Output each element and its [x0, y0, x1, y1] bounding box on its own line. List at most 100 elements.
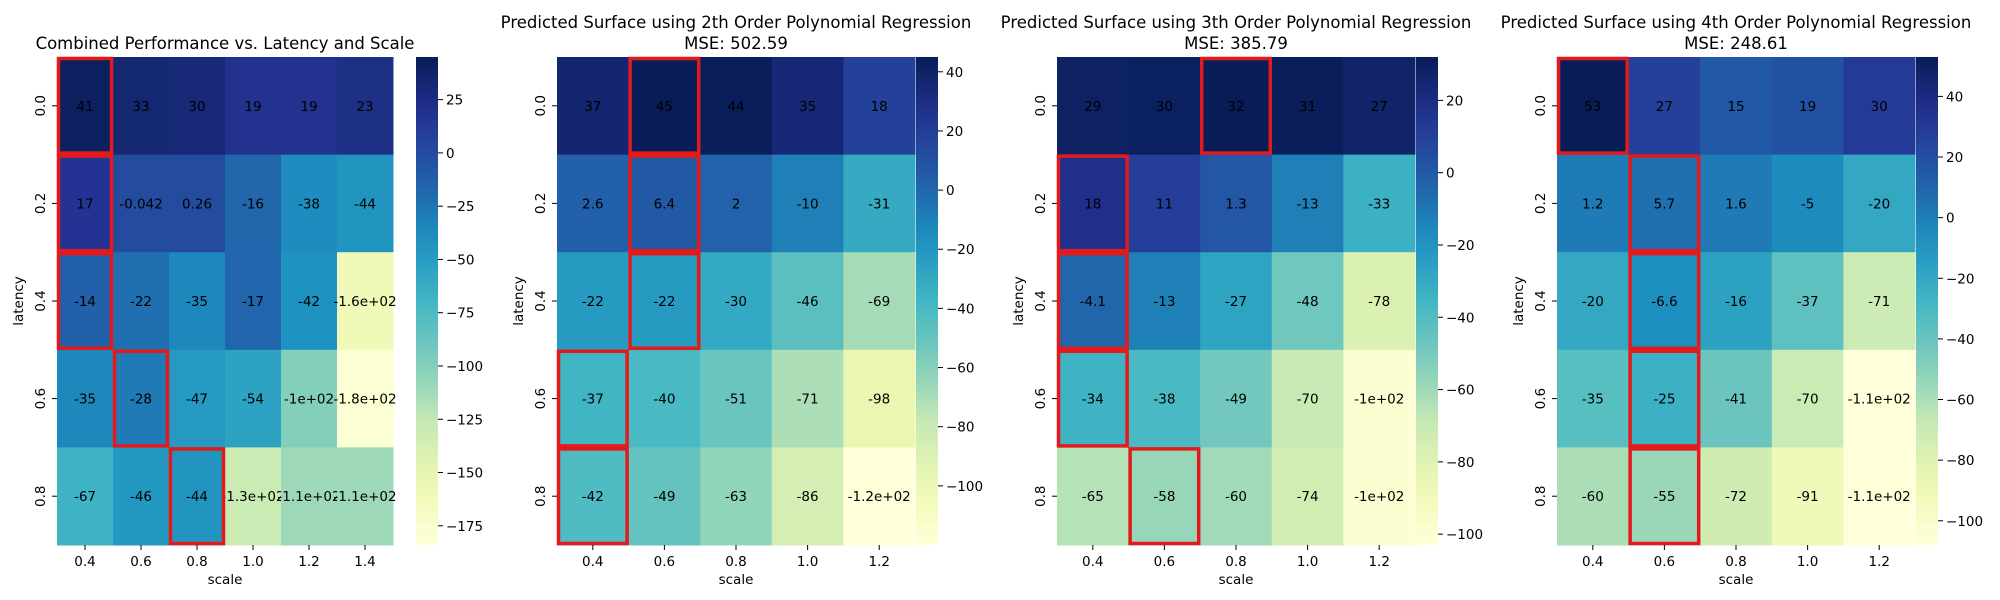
cell-label: 11 — [1156, 196, 1173, 212]
colorbar-tick-label: −100 — [446, 359, 483, 375]
cell-label: -0.042 — [119, 196, 163, 212]
heatmap-cell — [1200, 252, 1273, 351]
colorbar-tick-label: −100 — [1446, 527, 1483, 543]
x-axis-label: scale — [1719, 572, 1754, 588]
colorbar-tick-label: −50 — [446, 252, 475, 268]
cell-label: -20 — [1582, 294, 1604, 310]
heatmap-cell — [843, 57, 916, 156]
cell-label: -1.1e+02 — [277, 489, 340, 505]
colorbar-tick-label: −60 — [1446, 383, 1475, 399]
y-tick-label: 0.2 — [33, 193, 49, 214]
heatmap-cell — [1343, 154, 1416, 253]
cell-label: -1e+02 — [1354, 392, 1404, 408]
heatmap-cell — [1700, 447, 1773, 546]
heatmap-cell — [1200, 154, 1273, 253]
heatmap-cell — [169, 57, 226, 156]
heatmap-cell — [225, 349, 282, 448]
heatmap-cell — [1343, 447, 1416, 546]
heatmap-cell — [1271, 447, 1344, 546]
colorbar — [416, 57, 438, 545]
colorbar-tick-label: −40 — [946, 301, 975, 317]
heatmap-cell — [1628, 57, 1701, 156]
y-tick-label: 0.0 — [33, 95, 49, 116]
heatmap-cell — [628, 57, 701, 156]
cell-label: -40 — [653, 392, 675, 408]
heatmap-cell — [700, 252, 773, 351]
cell-label: 5.7 — [1654, 196, 1675, 212]
colorbar-tick-label: 20 — [946, 124, 963, 140]
heatmap-cell — [1343, 57, 1416, 156]
y-axis-label: latency — [11, 276, 27, 326]
heatmap-cell — [843, 154, 916, 253]
colorbar-tick-label: −20 — [946, 242, 975, 258]
highlight-box — [628, 251, 701, 351]
heatmap-cell — [1700, 57, 1773, 156]
heatmap-cell — [1700, 252, 1773, 351]
x-tick-label: 0.6 — [654, 554, 675, 570]
heatmap-cell — [628, 447, 701, 546]
heatmap-cell — [628, 252, 701, 351]
x-tick-label: 0.8 — [1225, 554, 1246, 570]
cell-label: -1.2e+02 — [848, 489, 911, 505]
heatmap-cell — [225, 252, 282, 351]
cell-label: 29 — [1084, 99, 1101, 115]
highlight-box — [1056, 251, 1129, 351]
colorbar — [916, 57, 938, 545]
colorbar-tick-label: −100 — [946, 479, 983, 495]
cell-label: -69 — [868, 294, 890, 310]
heatmap-cell — [1628, 447, 1701, 546]
y-tick-label: 0.4 — [1033, 290, 1049, 311]
heatmap-cell — [1771, 349, 1844, 448]
panel-subtitle: MSE: 502.59 — [684, 34, 788, 53]
cell-label: -5 — [1801, 196, 1814, 212]
cell-label: 30 — [188, 99, 205, 115]
heatmap-cell — [1843, 154, 1916, 253]
cell-label: -55 — [1653, 489, 1675, 505]
highlight-box — [628, 154, 701, 253]
cell-label: -31 — [868, 196, 890, 212]
heatmap-cell — [1771, 252, 1844, 351]
cell-label: -70 — [1297, 392, 1319, 408]
heatmap-cell — [1343, 349, 1416, 448]
heatmap-cell — [1343, 252, 1416, 351]
cell-label: -86 — [797, 489, 819, 505]
highlight-box — [56, 154, 114, 253]
x-tick-label: 0.6 — [1154, 554, 1175, 570]
cell-label: -42 — [298, 294, 320, 310]
cell-label: 18 — [1084, 196, 1101, 212]
cell-label: 19 — [244, 99, 261, 115]
highlight-box — [56, 56, 114, 155]
x-tick-label: 0.4 — [74, 554, 95, 570]
heatmap-cell — [1200, 447, 1273, 546]
cell-label: -78 — [1368, 294, 1390, 310]
heatmap-cell — [843, 252, 916, 351]
highlight-box — [1628, 349, 1701, 448]
highlight-box — [1628, 447, 1701, 546]
cell-label: -10 — [797, 196, 819, 212]
cell-label: 15 — [1727, 99, 1744, 115]
heatmap-cell — [337, 349, 394, 448]
colorbar-tick-label: −40 — [1446, 310, 1475, 326]
heatmap-cell — [1557, 252, 1630, 351]
heatmap-cell — [557, 349, 630, 448]
heatmap-cell — [281, 154, 338, 253]
heatmap-cell — [1271, 57, 1344, 156]
cell-label: -1.6e+02 — [333, 294, 396, 310]
heatmap-cell — [1557, 57, 1630, 156]
y-tick-label: 0.0 — [1533, 95, 1549, 116]
cell-label: 2 — [732, 196, 741, 212]
cell-label: 6.4 — [654, 196, 675, 212]
highlight-box — [1628, 154, 1701, 253]
cell-label: -28 — [130, 392, 152, 408]
cell-label: -60 — [1582, 489, 1604, 505]
cell-label: -33 — [1368, 196, 1390, 212]
cell-label: -20 — [1868, 196, 1890, 212]
cell-label: -22 — [130, 294, 152, 310]
heatmap-cell — [1128, 57, 1201, 156]
heatmap-cell — [225, 154, 282, 253]
x-tick-label: 0.6 — [130, 554, 151, 570]
heatmap-cell — [113, 447, 170, 546]
cell-label: -4.1 — [1080, 294, 1106, 310]
highlight-box — [112, 349, 170, 448]
